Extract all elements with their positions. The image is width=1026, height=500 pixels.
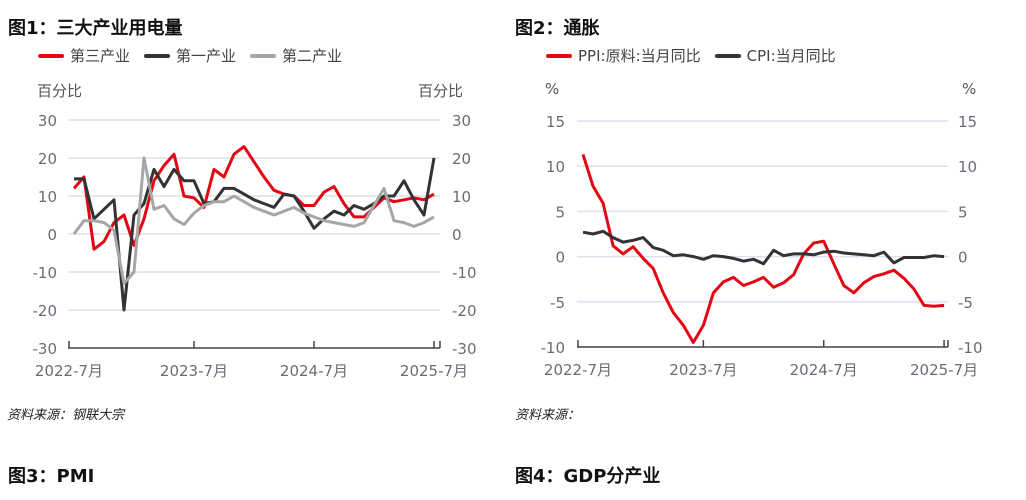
- y-tick-label-right: -10: [452, 264, 477, 282]
- chart3-title: 图3：PMI: [8, 466, 95, 487]
- legend-item: 第一产业: [144, 45, 236, 66]
- y-tick-label-left: 10: [38, 188, 57, 206]
- chart1-ylabel-right: 百分比: [418, 82, 464, 100]
- legend-item: CPI:当月同比: [714, 45, 836, 66]
- chart4-title: 图4：GDP分产业: [515, 466, 661, 487]
- y-tick-label-left: -10: [33, 264, 58, 282]
- x-tick-label: 2022-7月: [544, 361, 612, 379]
- chart1-legend: 第三产业 第一产业 第二产业: [38, 45, 342, 66]
- legend-label: CPI:当月同比: [746, 47, 836, 65]
- legend-label: 第二产业: [282, 47, 343, 65]
- legend-item: 第三产业: [38, 45, 130, 66]
- y-tick-label-right: 10: [958, 158, 977, 176]
- y-tick-label-right: 5: [958, 203, 968, 221]
- legend-item: 第二产业: [250, 45, 342, 66]
- x-tick-label: 2025-7月: [400, 362, 468, 380]
- y-tick-label-left: 0: [47, 226, 57, 244]
- y-tick-label-right: -30: [452, 340, 477, 358]
- y-tick-label-right: -10: [958, 339, 983, 357]
- y-tick-label-left: 15: [546, 113, 565, 131]
- y-tick-label-right: -20: [452, 302, 477, 320]
- chart2-legend: PPI:原料:当月同比 CPI:当月同比: [546, 45, 836, 66]
- chart2-source: 资料来源：: [515, 408, 581, 423]
- y-tick-label-left: -30: [33, 340, 58, 358]
- y-tick-label-right: 20: [452, 150, 471, 168]
- x-tick-label: 2025-7月: [910, 361, 978, 379]
- y-tick-label-right: 10: [452, 188, 471, 206]
- y-tick-label-left: 20: [38, 150, 57, 168]
- legend-label: 第一产业: [176, 47, 237, 65]
- x-tick-label: 2024-7月: [790, 361, 858, 379]
- chart1-ylabel-left: 百分比: [37, 82, 83, 100]
- x-tick-label: 2024-7月: [280, 362, 348, 380]
- y-tick-label-left: 0: [555, 249, 565, 267]
- y-tick-label-left: -10: [541, 339, 566, 357]
- legend-item: PPI:原料:当月同比: [546, 45, 701, 66]
- x-tick-label: 2023-7月: [160, 362, 228, 380]
- chart2-ylabel-right: %: [962, 80, 977, 98]
- legend-label: 第三产业: [70, 47, 131, 65]
- y-tick-label-left: 10: [546, 158, 565, 176]
- y-tick-label-left: 5: [555, 203, 565, 221]
- chart2-ylabel-left: %: [545, 80, 560, 98]
- series-line-2: [582, 229, 945, 266]
- x-tick-label: 2023-7月: [669, 361, 737, 379]
- y-tick-label-right: 30: [452, 112, 471, 130]
- x-tick-label: 2022-7月: [35, 362, 103, 380]
- chart2-title: 图2：通胀: [515, 18, 600, 39]
- chart1-title: 图1：三大产业用电量: [8, 18, 183, 39]
- y-tick-label-left: 30: [38, 112, 57, 130]
- y-tick-label-left: -5: [550, 294, 565, 312]
- y-tick-label-right: -5: [958, 294, 973, 312]
- legend-label: PPI:原料:当月同比: [578, 47, 701, 65]
- y-tick-label-left: -20: [33, 302, 58, 320]
- series-line-1: [581, 153, 945, 344]
- series-line-3: [72, 156, 435, 285]
- chart1-source: 资料来源：钢联大宗: [7, 408, 125, 423]
- y-tick-label-right: 15: [958, 113, 977, 131]
- y-tick-label-right: 0: [958, 249, 968, 267]
- y-tick-label-right: 0: [452, 226, 462, 244]
